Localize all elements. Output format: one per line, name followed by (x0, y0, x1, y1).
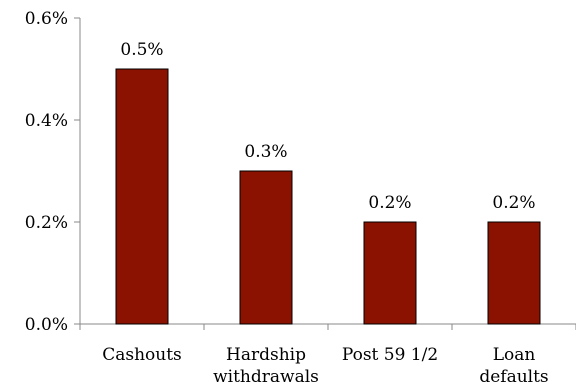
data-label: 0.2% (368, 193, 411, 213)
y-tick-label: 0.0% (25, 315, 68, 335)
bar (487, 221, 541, 325)
data-label: 0.5% (120, 40, 163, 60)
bar (239, 170, 293, 325)
y-tick-label: 0.6% (25, 9, 68, 29)
category-label: Hardship (226, 345, 306, 365)
category-label: defaults (479, 367, 548, 387)
category-label: Loan (493, 345, 536, 365)
data-label: 0.2% (492, 193, 535, 213)
y-tick-label: 0.2% (25, 213, 68, 233)
category-label: Cashouts (102, 345, 182, 365)
data-label: 0.3% (244, 142, 287, 162)
y-tick-label: 0.4% (25, 111, 68, 131)
category-label: withdrawals (213, 367, 319, 387)
bar (115, 68, 169, 325)
bar (363, 221, 417, 325)
category-label: Post 59 1/2 (342, 345, 438, 365)
